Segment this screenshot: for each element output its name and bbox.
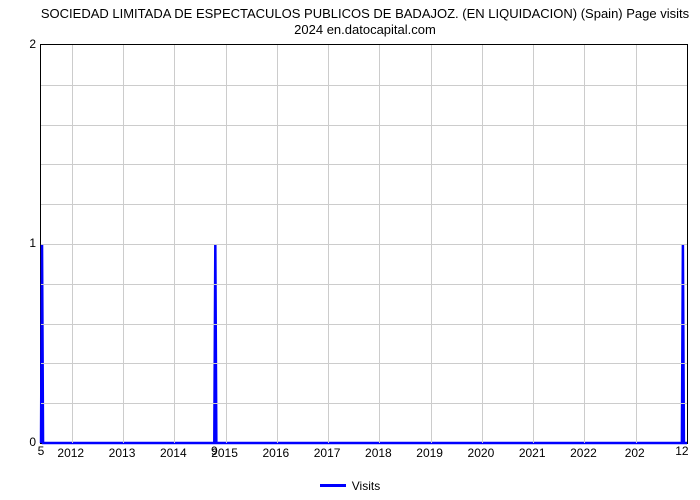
- ytick-label: 1: [6, 236, 36, 250]
- xtick-label: 2012: [57, 446, 84, 460]
- gridline-horizontal: [41, 244, 687, 245]
- ytick-label: 0: [6, 435, 36, 449]
- gridline-horizontal-minor: [41, 403, 687, 404]
- legend-swatch: [320, 484, 346, 487]
- chart-title-line2: 2024 en.datocapital.com: [294, 22, 436, 37]
- gridline-vertical: [72, 45, 73, 443]
- gridline-horizontal-minor: [41, 324, 687, 325]
- gridline-vertical: [584, 45, 585, 443]
- gridline-horizontal-minor: [41, 204, 687, 205]
- peak-label: 5: [38, 444, 45, 458]
- xtick-label: 2014: [160, 446, 187, 460]
- xtick-label: 2017: [314, 446, 341, 460]
- legend-label: Visits: [352, 479, 380, 493]
- chart-title-line1: SOCIEDAD LIMITADA DE ESPECTACULOS PUBLIC…: [41, 6, 689, 21]
- gridline-vertical: [174, 45, 175, 443]
- visits-line: [41, 244, 687, 443]
- chart-container: SOCIEDAD LIMITADA DE ESPECTACULOS PUBLIC…: [0, 0, 700, 500]
- ytick-label: 2: [6, 37, 36, 51]
- xtick-label: 202: [625, 446, 645, 460]
- xtick-label: 2013: [109, 446, 136, 460]
- legend: Visits: [0, 478, 700, 493]
- gridline-horizontal-minor: [41, 363, 687, 364]
- gridline-vertical: [533, 45, 534, 443]
- gridline-vertical: [431, 45, 432, 443]
- gridline-vertical: [482, 45, 483, 443]
- gridline-vertical: [123, 45, 124, 443]
- gridline-vertical: [379, 45, 380, 443]
- xtick-label: 2022: [570, 446, 597, 460]
- xtick-label: 2018: [365, 446, 392, 460]
- plot-area: [40, 44, 688, 444]
- gridline-vertical: [636, 45, 637, 443]
- xtick-label: 2020: [468, 446, 495, 460]
- gridline-vertical: [277, 45, 278, 443]
- gridline-horizontal-minor: [41, 284, 687, 285]
- peak-label: 12: [675, 444, 688, 458]
- gridline-horizontal-minor: [41, 85, 687, 86]
- gridline-vertical: [328, 45, 329, 443]
- gridline-horizontal-minor: [41, 164, 687, 165]
- chart-title: SOCIEDAD LIMITADA DE ESPECTACULOS PUBLIC…: [40, 6, 690, 37]
- xtick-label: 2016: [262, 446, 289, 460]
- xtick-label: 2021: [519, 446, 546, 460]
- gridline-horizontal-minor: [41, 125, 687, 126]
- gridline-vertical: [226, 45, 227, 443]
- xtick-label: 2019: [416, 446, 443, 460]
- peak-label: 9: [211, 444, 218, 458]
